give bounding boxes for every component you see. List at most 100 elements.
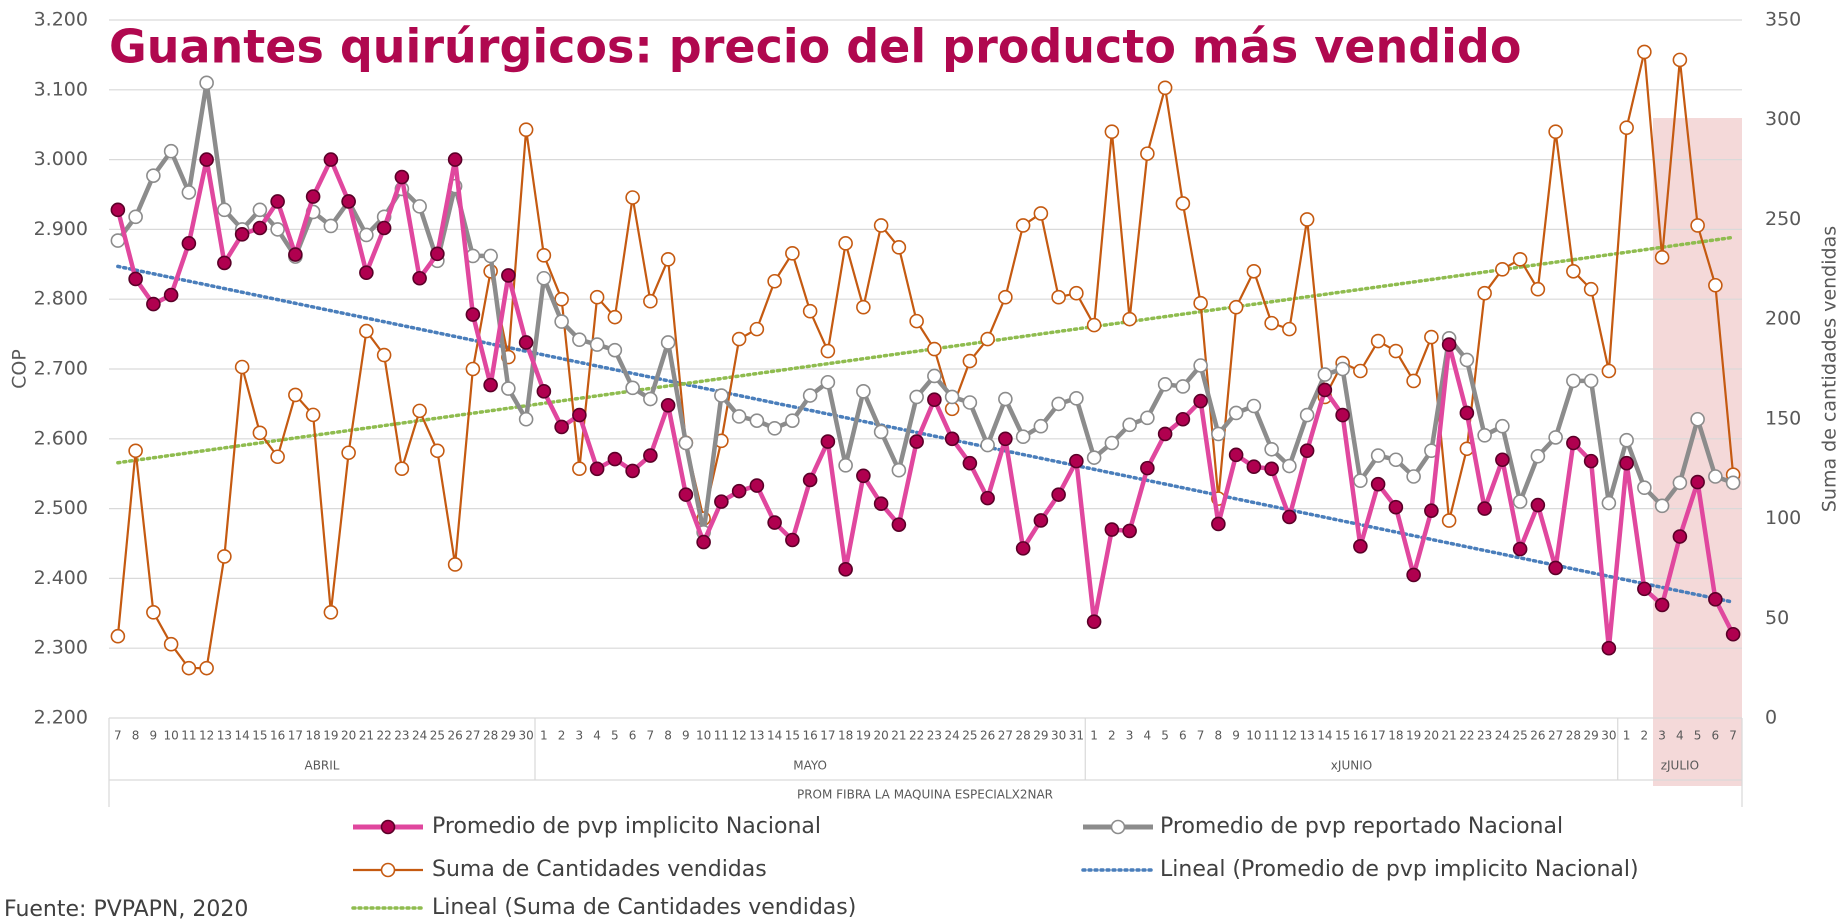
data-point: [1566, 373, 1581, 389]
legend: Promedio de pvp implicito Nacional Promed…: [351, 814, 1639, 920]
data-point: [1477, 285, 1492, 301]
source-note: Fuente: PVPAPN, 2020: [4, 897, 248, 922]
x-tick-label: 8: [132, 729, 140, 743]
data-point: [1051, 396, 1066, 412]
data-point: [607, 451, 623, 467]
data-point: [1157, 426, 1173, 442]
x-tick-label: 29: [501, 729, 516, 743]
data-point: [199, 75, 214, 91]
x-tick-label: 14: [1317, 729, 1332, 743]
data-point: [128, 209, 143, 225]
x-tick-label: 23: [394, 729, 409, 743]
data-point: [856, 384, 871, 399]
x-tick-label: 21: [891, 729, 906, 743]
data-point: [1370, 333, 1386, 349]
x-tick-label: 16: [270, 729, 285, 743]
data-point: [252, 220, 268, 236]
data-point: [110, 202, 126, 218]
x-tick-label: 3: [1658, 729, 1666, 743]
trend-line: [116, 235, 1735, 465]
x-tick-label: 10: [1246, 729, 1261, 743]
data-point: [1104, 124, 1120, 139]
data-point: [1353, 473, 1368, 488]
data-point: [820, 434, 836, 449]
x-tick-label: 13: [1299, 729, 1314, 743]
data-point: [1228, 447, 1244, 463]
data-point: [1459, 352, 1475, 368]
x-tick-label: 15: [252, 729, 267, 743]
data-point: [412, 270, 427, 286]
series-line: [115, 157, 1736, 651]
data-point: [554, 291, 569, 307]
data-point: [1406, 567, 1421, 583]
data-point: [1282, 321, 1297, 337]
data-point: [714, 494, 729, 509]
x-tick-label: 26: [1530, 729, 1545, 743]
data-point: [1264, 315, 1279, 331]
data-point: [1211, 516, 1226, 532]
y2-tick-label: 350: [1765, 9, 1801, 31]
data-point: [1104, 522, 1120, 537]
legend-label: Suma de Cantidades vendidas: [432, 857, 767, 882]
x-group-label: MAYO: [793, 759, 827, 773]
data-point: [128, 271, 143, 287]
data-point: [1246, 263, 1262, 279]
data-point: [873, 218, 889, 233]
data-point: [128, 443, 143, 459]
data-point: [181, 660, 197, 676]
x-tick-label: 5: [1694, 729, 1702, 743]
data-point: [217, 202, 232, 218]
data-point: [944, 401, 960, 417]
x-group-title: PROM FIBRA LA MAQUINA ESPECIALX2NAR: [797, 788, 1053, 802]
data-point: [856, 299, 871, 315]
data-point: [1140, 460, 1155, 476]
x-tick-label: 29: [1583, 729, 1598, 743]
data-point: [1033, 513, 1049, 528]
data-point: [1583, 453, 1599, 469]
data-point: [944, 431, 960, 447]
data-point: [660, 252, 676, 267]
x-tick-label: 21: [359, 729, 374, 743]
data-point: [1175, 196, 1191, 211]
data-point: [1441, 337, 1457, 352]
data-point: [660, 397, 676, 413]
data-point: [1317, 382, 1333, 398]
data-point: [873, 496, 889, 512]
data-point: [1672, 475, 1688, 491]
data-point: [1637, 581, 1652, 597]
data-point: [944, 389, 960, 405]
x-tick-label: 1: [1623, 729, 1631, 743]
data-point: [1530, 448, 1546, 464]
data-point: [1370, 448, 1386, 463]
data-point: [749, 478, 765, 493]
data-point: [518, 122, 534, 137]
data-point: [1495, 418, 1510, 434]
legend-marker: [380, 819, 396, 835]
data-point: [1495, 261, 1510, 277]
data-point: [572, 407, 587, 423]
x-tick-label: 7: [114, 729, 122, 743]
x-tick-label: 1: [540, 729, 548, 743]
data-point: [1424, 503, 1439, 518]
data-point: [1388, 343, 1404, 359]
x-tick-label: 6: [1712, 729, 1720, 743]
data-point: [1512, 252, 1528, 267]
y2-tick-label: 300: [1765, 108, 1801, 130]
data-point: [749, 321, 765, 337]
x-tick-label: 14: [234, 729, 249, 743]
data-point: [1228, 405, 1244, 421]
y2-tick-label: 100: [1765, 507, 1801, 529]
data-point: [1157, 377, 1173, 392]
data-point: [288, 247, 303, 262]
data-point: [1140, 146, 1155, 161]
data-point: [323, 152, 339, 167]
data-point: [820, 343, 836, 359]
data-point: [1353, 538, 1368, 554]
y-tick-label: 3.000: [34, 148, 88, 170]
x-tick-label: 11: [714, 729, 729, 743]
data-point: [767, 273, 782, 289]
data-point: [1140, 410, 1155, 426]
data-point: [1299, 407, 1315, 423]
data-point: [447, 152, 463, 167]
data-point: [217, 255, 232, 271]
